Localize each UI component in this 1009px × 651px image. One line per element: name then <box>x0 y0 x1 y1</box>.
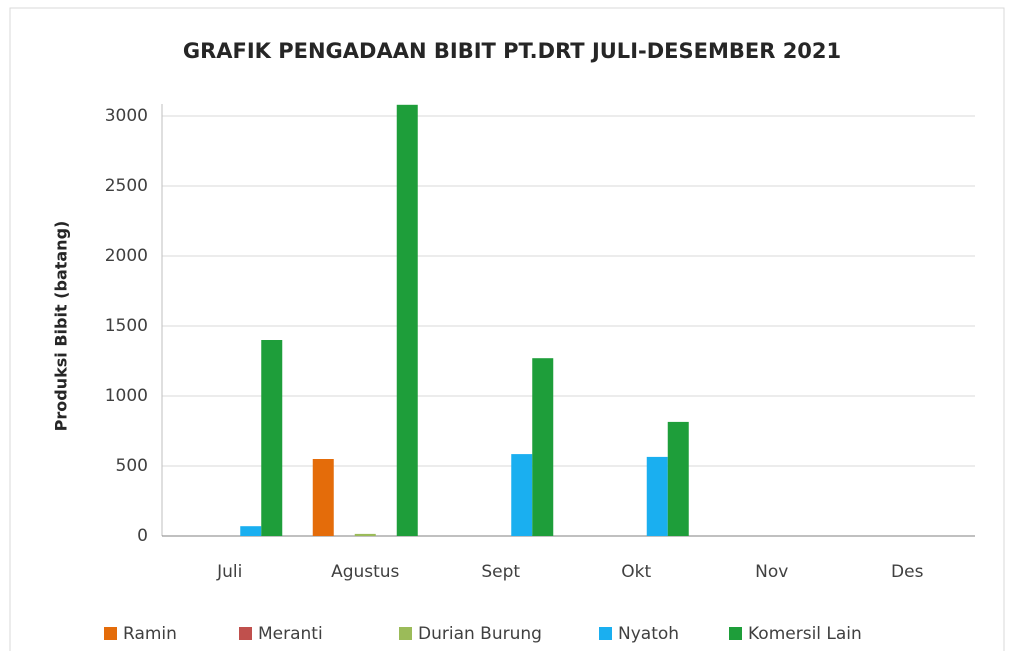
y-axis-label: Produksi Bibit (batang) <box>52 221 71 432</box>
x-tick-label: Des <box>891 562 924 582</box>
legend-swatch <box>399 627 412 640</box>
bar <box>396 104 418 537</box>
bar <box>240 526 262 536</box>
x-tick-label: Nov <box>755 562 788 582</box>
legend-swatch <box>239 627 252 640</box>
bar <box>312 459 334 536</box>
bar <box>354 533 376 536</box>
legend-label: Nyatoh <box>618 624 679 644</box>
y-tick-label: 3000 <box>105 106 148 126</box>
x-tick-label: Agustus <box>331 562 399 582</box>
chart-title: GRAFIK PENGADAAN BIBIT PT.DRT JULI-DESEM… <box>183 39 841 63</box>
legend-swatch <box>599 627 612 640</box>
x-tick-label: Sept <box>481 562 520 582</box>
bar <box>511 454 533 536</box>
legend-label: Ramin <box>123 624 177 644</box>
bar <box>261 340 283 536</box>
y-tick-label: 1000 <box>105 386 148 406</box>
bar <box>532 358 554 536</box>
y-tick-label: 500 <box>116 456 148 476</box>
legend-swatch <box>729 627 742 640</box>
bar <box>667 421 689 536</box>
y-tick-label: 2500 <box>105 176 148 196</box>
x-tick-label: Okt <box>621 562 651 582</box>
x-tick-label: Juli <box>216 562 242 582</box>
legend-swatch <box>104 627 117 640</box>
y-tick-label: 2000 <box>105 246 148 266</box>
y-tick-label: 1500 <box>105 316 148 336</box>
legend-label: Komersil Lain <box>748 624 862 644</box>
y-tick-label: 0 <box>137 526 148 546</box>
legend-label: Durian Burung <box>418 624 542 644</box>
legend-label: Meranti <box>258 624 323 644</box>
bar <box>646 456 668 536</box>
chart-border <box>9 7 1005 651</box>
